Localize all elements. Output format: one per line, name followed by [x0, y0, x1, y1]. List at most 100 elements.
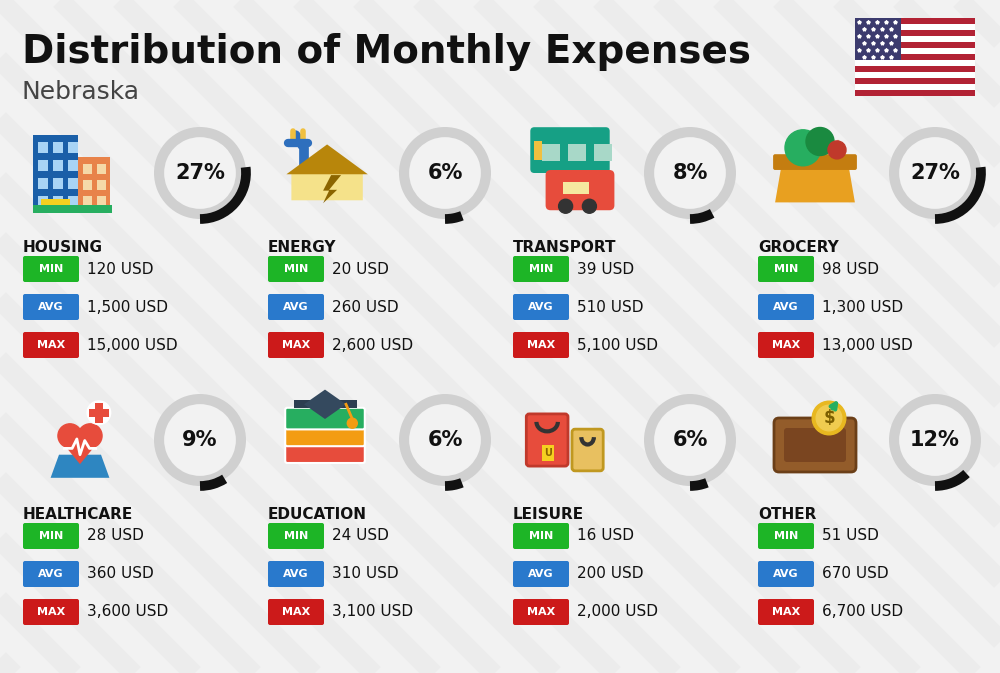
Bar	[38, 142, 48, 153]
FancyBboxPatch shape	[23, 561, 79, 587]
Bar	[534, 141, 542, 160]
Bar	[83, 164, 92, 174]
Text: 51 USD: 51 USD	[822, 528, 879, 544]
Polygon shape	[833, 139, 843, 154]
Circle shape	[409, 404, 481, 476]
Bar	[68, 196, 78, 207]
Wedge shape	[154, 394, 246, 486]
Circle shape	[87, 401, 111, 425]
FancyBboxPatch shape	[530, 127, 610, 173]
Text: Distribution of Monthly Expenses: Distribution of Monthly Expenses	[22, 33, 751, 71]
Text: 6%: 6%	[427, 430, 463, 450]
Bar	[33, 205, 112, 213]
Bar	[53, 142, 63, 153]
Text: 260 USD: 260 USD	[332, 299, 399, 314]
Wedge shape	[399, 394, 491, 486]
Text: OTHER: OTHER	[758, 507, 816, 522]
FancyBboxPatch shape	[513, 332, 569, 358]
Circle shape	[785, 130, 821, 166]
Bar	[53, 196, 63, 207]
Polygon shape	[304, 390, 346, 419]
Text: MAX: MAX	[772, 607, 800, 617]
Bar	[855, 42, 975, 48]
FancyBboxPatch shape	[526, 414, 568, 466]
Text: 20 USD: 20 USD	[332, 262, 389, 277]
Bar	[41, 199, 70, 205]
Circle shape	[812, 401, 846, 435]
Text: 120 USD: 120 USD	[87, 262, 154, 277]
Text: MAX: MAX	[37, 340, 65, 350]
Bar	[568, 145, 586, 162]
FancyBboxPatch shape	[23, 599, 79, 625]
FancyBboxPatch shape	[546, 170, 614, 210]
Text: ENERGY: ENERGY	[268, 240, 336, 255]
Bar	[95, 402, 103, 423]
Text: U: U	[544, 448, 552, 458]
Polygon shape	[323, 175, 341, 203]
FancyBboxPatch shape	[513, 523, 569, 549]
FancyBboxPatch shape	[572, 429, 603, 471]
Circle shape	[654, 137, 726, 209]
FancyBboxPatch shape	[513, 561, 569, 587]
FancyBboxPatch shape	[774, 418, 856, 472]
Text: HOUSING: HOUSING	[23, 240, 103, 255]
Bar	[855, 72, 975, 78]
FancyBboxPatch shape	[268, 294, 324, 320]
Polygon shape	[58, 437, 102, 464]
Text: 8%: 8%	[672, 163, 708, 183]
Text: Nebraska: Nebraska	[22, 80, 140, 104]
Text: 9%: 9%	[182, 430, 218, 450]
Wedge shape	[399, 127, 491, 219]
Bar	[68, 178, 78, 188]
Text: MAX: MAX	[37, 607, 65, 617]
Bar	[855, 18, 901, 60]
Text: MAX: MAX	[282, 340, 310, 350]
Text: 3,600 USD: 3,600 USD	[87, 604, 168, 620]
Polygon shape	[291, 148, 363, 201]
Polygon shape	[51, 455, 109, 478]
Bar	[855, 60, 975, 66]
Text: EDUCATION: EDUCATION	[268, 507, 367, 522]
Text: LEISURE: LEISURE	[513, 507, 584, 522]
Text: 2,600 USD: 2,600 USD	[332, 337, 413, 353]
Text: 670 USD: 670 USD	[822, 567, 889, 581]
FancyBboxPatch shape	[758, 599, 814, 625]
Bar	[855, 78, 975, 84]
Text: 6,700 USD: 6,700 USD	[822, 604, 903, 620]
Text: 6%: 6%	[427, 163, 463, 183]
Bar	[855, 54, 975, 60]
Wedge shape	[889, 127, 981, 219]
FancyBboxPatch shape	[268, 523, 324, 549]
Text: 1,500 USD: 1,500 USD	[87, 299, 168, 314]
Text: 28 USD: 28 USD	[87, 528, 144, 544]
Text: AVG: AVG	[773, 302, 799, 312]
Bar	[294, 400, 356, 408]
FancyBboxPatch shape	[513, 256, 569, 282]
Polygon shape	[775, 156, 855, 203]
Text: HEALTHCARE: HEALTHCARE	[23, 507, 133, 522]
FancyBboxPatch shape	[23, 294, 79, 320]
Text: MIN: MIN	[39, 531, 63, 541]
Bar	[83, 197, 92, 206]
Text: MIN: MIN	[774, 264, 798, 274]
Text: MAX: MAX	[282, 607, 310, 617]
Text: 24 USD: 24 USD	[332, 528, 389, 544]
FancyBboxPatch shape	[23, 256, 79, 282]
Text: 510 USD: 510 USD	[577, 299, 644, 314]
Polygon shape	[286, 145, 368, 174]
FancyBboxPatch shape	[784, 428, 846, 462]
Text: 360 USD: 360 USD	[87, 567, 154, 581]
Bar	[855, 18, 975, 24]
Bar	[855, 24, 975, 30]
Bar	[594, 145, 612, 162]
Text: AVG: AVG	[38, 302, 64, 312]
Bar	[38, 178, 48, 188]
Wedge shape	[644, 127, 736, 219]
Bar	[33, 135, 78, 211]
Text: MIN: MIN	[529, 264, 553, 274]
Wedge shape	[889, 394, 981, 486]
Text: 16 USD: 16 USD	[577, 528, 634, 544]
Bar	[38, 196, 48, 207]
Text: $: $	[823, 409, 835, 427]
Text: MIN: MIN	[39, 264, 63, 274]
